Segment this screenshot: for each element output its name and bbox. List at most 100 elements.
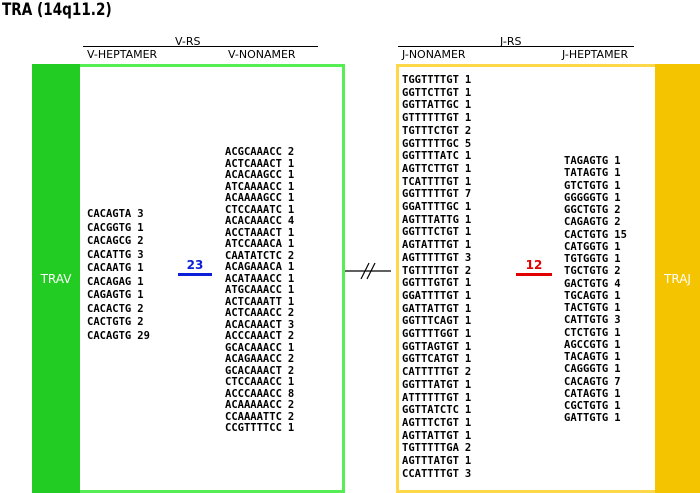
count: 1 [137,289,144,301]
sequence-row: CACAGTG 29 [87,330,150,344]
sequence-row: ATCAAAACC 1 [225,180,295,194]
sequence: CACATTG [87,248,132,261]
sequence: GGTTATCTC [402,404,459,417]
count: 1 [287,180,295,193]
sequence-list: ACGCAAACC 2 ACTCAAACT 1 ACACAAGCC 1 ATCAAAACC 1… [225,146,295,435]
count: 1 [464,289,472,302]
count: 1 [464,328,472,341]
sequence-row: TGTTTCTGT 2 [402,125,471,138]
sequence-row: TGGTTTTGT 1 [402,74,471,87]
sequence: GCACAAACT [225,364,282,377]
sequence-row: TAGAGTG 1 [564,155,627,167]
sequence-row: GATTGTG 1 [564,412,627,424]
group-header: J-RS [500,35,522,48]
sequence: AGTTTATGT [402,455,459,468]
sequence: GGTTCTTGT [402,86,459,99]
count: 2 [287,353,295,365]
sequence: GATTATTGT [402,302,459,315]
sequence-list: CACAGTA 3 CACGGTG 1 CACAGCG 2 CACATTG 3 CACAATG 1… [87,208,150,343]
sequence-row: AGTTCTTGT 1 [402,163,471,176]
sequence: CCGTTTTCC [225,422,282,434]
count: 5 [464,137,472,150]
sequence-list: TGGTTTTGT 1 GGTTCTTGT 1 GGTTATTGC 1 GTTTTTTGT 1… [402,74,471,481]
count: 3 [464,467,472,480]
count: 1 [464,201,472,214]
sequence-row: GGTTAGTGT 1 [402,341,471,354]
sequence-row: AGCCGTG 1 [564,339,627,351]
count: 3 [137,248,144,261]
count: 1 [464,162,472,175]
spacer-line [178,273,212,276]
sequence-list: TAGAGTG 1 TATAGTG 1 GTCTGTG 1 GGGGGTG 1 GGCTGTG 2… [564,155,627,425]
count: 1 [464,74,472,86]
sequence-row: ACAGAAACA 1 [225,261,294,274]
spacer-label: 12 [525,258,543,272]
count: 1 [464,112,472,125]
sequence-row: ACAAAAGCC 1 [225,192,294,205]
sequence: ACACAAGCC [225,169,282,181]
sequence-row: TATAGTG 1 [564,167,627,179]
count: 1 [287,157,295,170]
count: 1 [614,191,621,204]
sequence-row: CTCTGTG 1 [564,327,627,339]
sequence: GGTTCATGT [402,353,459,366]
count: 1 [614,289,621,302]
sequence-row: ACTCAAACT 1 [225,157,295,171]
segment-label: TRAJ [664,271,691,286]
sequence-row: ACACAAACC 4 [225,215,294,228]
sequence: CCAAAATTC [225,410,282,423]
sequence: CACACTG [87,302,132,315]
sequence: TGTTTTTGA [402,442,459,455]
count: 1 [464,455,472,468]
sequence: GTCTGTG [564,179,609,192]
sequence: TCATTTTGT [402,175,459,188]
count: 1 [614,326,621,339]
sequence-row: GTTTTTTGT 1 [402,112,471,125]
sequence: ACAAAAACC [225,399,282,411]
sequence-row: TGCAGTG 1 [564,290,627,302]
count: 7 [614,375,621,388]
count: 1 [464,239,472,252]
sequence-row: CACTGTG 15 [564,229,627,241]
sequence: ACCCAAACT [225,330,282,342]
count: 1 [464,150,472,163]
sequence: ACAAAAGCC [225,192,282,204]
count: 1 [287,376,295,388]
sequence-row: GGCTGTG 2 [564,204,627,216]
sequence: ACACAAACT [225,318,282,331]
sequence-row: TCATTTTGT 1 [402,176,471,189]
sequence-row: CACATTG 3 [87,249,150,263]
sequence-row: TACTGTG 1 [564,302,627,314]
sequence-row: CAGAGTG 1 [87,289,150,303]
sequence-row: ACGCAAACC 2 [225,146,294,159]
sequence: GGCTGTG [564,204,609,216]
sequence: ATCAAAACC [225,180,282,193]
sequence-row: ATTTTTTGT 1 [402,392,471,405]
count: 2 [287,399,295,411]
sequence-row: ACAAAAACC 2 [225,399,295,412]
sequence: AGTATTTGT [402,239,459,252]
count: 2 [137,235,144,247]
sequence: CACAGTG [564,375,609,388]
sequence: GACTGTG [564,277,609,290]
sequence-row: GGTTTATGT 1 [402,379,471,392]
count: 1 [287,203,295,216]
sequence: CACAGTA [87,208,132,220]
sequence-row: GGTTATTGC 1 [402,99,471,112]
trav-bar: TRAV [32,64,80,493]
count: 1 [287,422,295,434]
count: 3 [137,208,144,220]
sequence: GGTTTATGT [402,378,459,391]
sequence: CATTTTTGT [402,366,459,379]
sequence-row: TGTTTTTGT 2 [402,265,471,278]
count: 2 [287,364,295,377]
sequence: ACTCAAATT [225,295,282,308]
sequence-row: TGTGGTG 1 [564,253,627,265]
count: 1 [464,416,472,429]
sequence-row: GGTTTTATC 1 [402,150,471,163]
sequence: TACAGTG [564,351,609,363]
sequence-row: CATGGTG 1 [564,241,627,253]
sequence-row: CTCCAAATC 1 [225,203,295,217]
sequence: ACTCAAACC [225,307,282,319]
